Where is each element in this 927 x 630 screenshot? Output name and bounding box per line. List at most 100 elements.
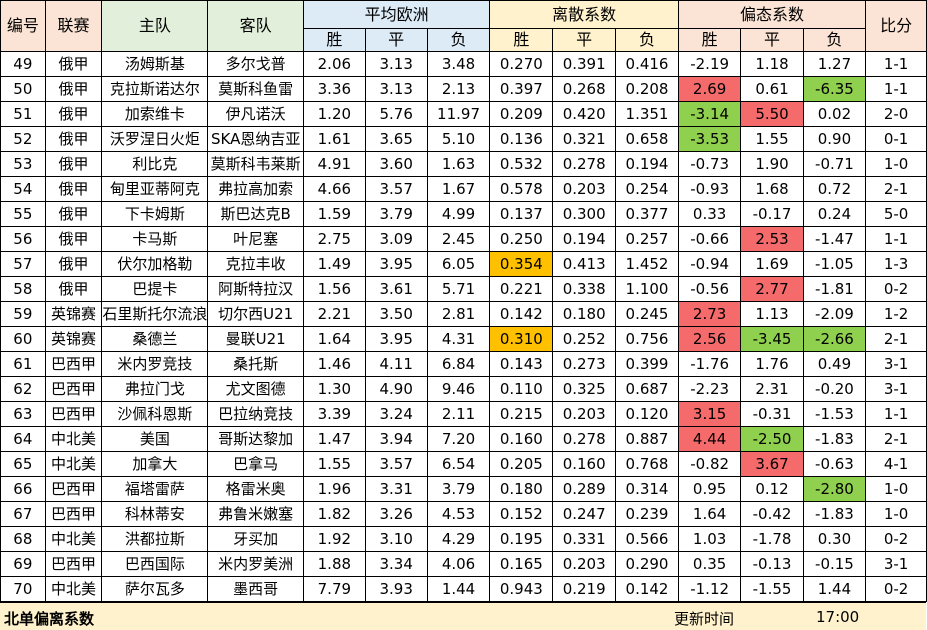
cell-home-team: 沃罗涅日火炬 <box>101 126 209 152</box>
cell-odds-win: 1.46 <box>302 351 366 377</box>
cell-id: 52 <box>0 126 46 152</box>
header-dispersion: 离散系数 <box>489 0 679 29</box>
cell-odds-lose: 5.71 <box>426 276 491 302</box>
cell-home-team: 科林蒂安 <box>101 501 209 527</box>
cell-dispersion-lose: 0.416 <box>615 51 679 77</box>
cell-skew-draw: 2.53 <box>740 226 804 252</box>
cell-skew-win: -1.12 <box>677 576 742 602</box>
cell-skew-lose: 0.30 <box>802 526 867 552</box>
cell-dispersion-draw: 0.268 <box>552 76 617 102</box>
cell-dispersion-win: 0.143 <box>489 351 554 377</box>
cell-odds-win: 1.20 <box>302 101 366 127</box>
cell-dispersion-lose: 1.452 <box>615 251 679 277</box>
cell-odds-win: 1.82 <box>302 501 366 527</box>
cell-odds-lose: 3.79 <box>426 476 491 502</box>
cell-dispersion-lose: 0.756 <box>615 326 679 352</box>
table-row: 65 中北美 加拿大 巴拿马 1.55 3.57 6.54 0.205 0.160 0.768 -0… <box>0 451 927 477</box>
cell-odds-draw: 3.13 <box>364 51 428 77</box>
cell-skew-draw: 1.76 <box>740 351 804 377</box>
cell-id: 68 <box>0 526 46 552</box>
header-skewness: 偏态系数 <box>677 0 867 29</box>
subheader-odds-draw: 平 <box>364 28 428 52</box>
cell-odds-win: 1.30 <box>302 376 366 402</box>
cell-skew-win: -0.82 <box>677 451 742 477</box>
cell-dispersion-lose: 0.254 <box>615 176 679 202</box>
cell-dispersion-win: 0.136 <box>489 126 554 152</box>
cell-id: 62 <box>0 376 46 402</box>
cell-dispersion-win: 0.578 <box>489 176 554 202</box>
cell-skew-win: -3.14 <box>677 101 742 127</box>
cell-odds-lose: 5.10 <box>426 126 491 152</box>
cell-score: 2-1 <box>865 326 927 352</box>
subheader-dispersion-lose: 负 <box>615 28 679 52</box>
cell-dispersion-win: 0.354 <box>489 251 554 277</box>
cell-dispersion-win: 0.195 <box>489 526 554 552</box>
cell-league: 俄甲 <box>44 126 103 152</box>
cell-odds-lose: 1.44 <box>426 576 491 602</box>
cell-home-team: 下卡姆斯 <box>101 201 209 227</box>
cell-home-team: 洪都拉斯 <box>101 526 209 552</box>
cell-dispersion-win: 0.152 <box>489 501 554 527</box>
cell-skew-draw: 1.13 <box>740 301 804 327</box>
cell-dispersion-win: 0.165 <box>489 551 554 577</box>
cell-odds-draw: 3.60 <box>364 151 428 177</box>
cell-dispersion-draw: 0.289 <box>552 476 617 502</box>
cell-home-team: 卡马斯 <box>101 226 209 252</box>
cell-odds-win: 2.75 <box>302 226 366 252</box>
cell-dispersion-lose: 0.142 <box>615 576 679 602</box>
cell-odds-lose: 2.45 <box>426 226 491 252</box>
cell-skew-lose: -1.53 <box>802 401 867 427</box>
cell-skew-lose: 0.49 <box>802 351 867 377</box>
cell-skew-draw: 1.69 <box>740 251 804 277</box>
cell-league: 巴西甲 <box>44 501 103 527</box>
cell-odds-win: 1.59 <box>302 201 366 227</box>
cell-skew-win: 1.03 <box>677 526 742 552</box>
cell-odds-draw: 3.13 <box>364 76 428 102</box>
cell-away-team: 弗鲁米嫩塞 <box>207 501 304 527</box>
cell-odds-lose: 4.06 <box>426 551 491 577</box>
table-row: 61 巴西甲 米内罗竞技 桑托斯 1.46 4.11 6.84 0.143 0.273 0.399… <box>0 351 927 377</box>
footer-bar: 北单偏离系数 更新时间 17:00 <box>0 602 926 630</box>
cell-dispersion-lose: 0.120 <box>615 401 679 427</box>
table-row: 70 中北美 萨尔瓦多 墨西哥 7.79 3.93 1.44 0.943 0.219 0.142-… <box>0 576 927 602</box>
cell-league: 俄甲 <box>44 201 103 227</box>
cell-id: 70 <box>0 576 46 602</box>
cell-dispersion-lose: 0.566 <box>615 526 679 552</box>
cell-away-team: 格雷米奥 <box>207 476 304 502</box>
cell-dispersion-win: 0.142 <box>489 301 554 327</box>
cell-dispersion-lose: 0.290 <box>615 551 679 577</box>
cell-league: 俄甲 <box>44 176 103 202</box>
cell-skew-lose: -0.20 <box>802 376 867 402</box>
header-home: 主队 <box>101 0 209 52</box>
cell-league: 中北美 <box>44 426 103 452</box>
cell-dispersion-draw: 0.331 <box>552 526 617 552</box>
cell-odds-draw: 3.10 <box>364 526 428 552</box>
cell-id: 66 <box>0 476 46 502</box>
cell-home-team: 沙佩科恩斯 <box>101 401 209 427</box>
cell-odds-draw: 3.95 <box>364 251 428 277</box>
cell-skew-lose: -1.83 <box>802 426 867 452</box>
cell-skew-lose: -0.63 <box>802 451 867 477</box>
cell-odds-lose: 6.05 <box>426 251 491 277</box>
cell-id: 61 <box>0 351 46 377</box>
cell-dispersion-lose: 0.377 <box>615 201 679 227</box>
cell-away-team: 多尔戈普 <box>207 51 304 77</box>
cell-league: 巴西甲 <box>44 351 103 377</box>
cell-away-team: 克拉丰收 <box>207 251 304 277</box>
cell-league: 英锦赛 <box>44 301 103 327</box>
cell-dispersion-draw: 0.180 <box>552 301 617 327</box>
subheader-skew-lose: 负 <box>802 28 867 52</box>
cell-skew-win: 3.15 <box>677 401 742 427</box>
cell-id: 63 <box>0 401 46 427</box>
table-row: 53 俄甲 利比克 莫斯科韦莱斯 4.91 3.60 1.63 0.532 0.278 0.194… <box>0 151 927 177</box>
cell-score: 2-0 <box>865 101 927 127</box>
cell-dispersion-draw: 0.203 <box>552 551 617 577</box>
cell-id: 59 <box>0 301 46 327</box>
cell-id: 51 <box>0 101 46 127</box>
cell-odds-draw: 3.94 <box>364 426 428 452</box>
cell-dispersion-win: 0.215 <box>489 401 554 427</box>
cell-home-team: 克拉斯诺达尔 <box>101 76 209 102</box>
cell-dispersion-lose: 0.658 <box>615 126 679 152</box>
cell-skew-lose: 1.27 <box>802 51 867 77</box>
cell-skew-draw: 5.50 <box>740 101 804 127</box>
